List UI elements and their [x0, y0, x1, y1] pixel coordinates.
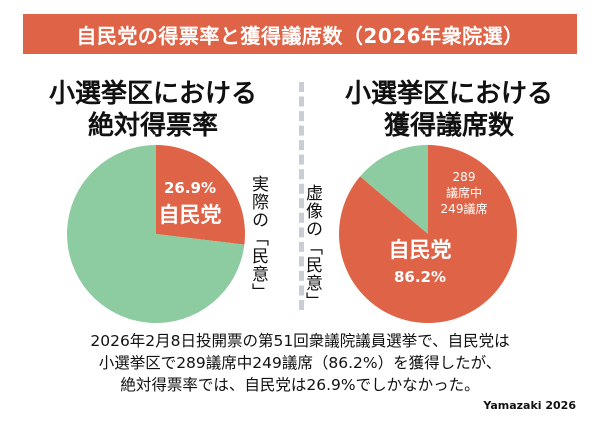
title-banner: 自民党の得票率と獲得議席数（2026年衆院選）: [23, 14, 577, 54]
right-title-line-1: 小選挙区における: [344, 79, 553, 109]
chart-title: 自民党の得票率と獲得議席数（2026年衆院選）: [76, 23, 524, 48]
left-pie-slice-1: [66, 145, 245, 323]
description-line-1: 2026年2月8日投開票の第51回衆議院議員選挙で、自民党は: [90, 332, 510, 350]
description-line-2: 小選挙区で289議席中249議席（86.2%）を獲得したが、: [98, 354, 502, 372]
right-pie-detail-line-2: 議席中: [446, 185, 482, 200]
left-pie-slice-0: [156, 145, 245, 245]
right-title-line-2: 獲得議席数: [383, 111, 514, 141]
left-pie-party-label: 自民党: [159, 203, 222, 227]
left-title-line-2: 絶対得票率: [87, 111, 218, 141]
right-pie-detail-line-3: 249議席: [441, 201, 488, 216]
right-pie-value-label: 86.2%: [394, 268, 446, 286]
right-pie-chart: 289 議席中 249議席 自民党 86.2%: [339, 145, 517, 323]
right-panel-title: 小選挙区における 獲得議席数: [314, 78, 584, 142]
description-line-3: 絶対得票率では、自民党は26.9%でしかなかった。: [120, 376, 480, 394]
right-side-note: 虚像の「民意」: [302, 184, 322, 310]
left-title-line-1: 小選挙区における: [48, 79, 257, 109]
right-pie-party-label: 自民党: [389, 238, 452, 262]
right-pie-detail-line-1: 289: [453, 170, 476, 184]
left-pie-value-label: 26.9%: [164, 179, 216, 197]
left-pie-chart: 26.9% 自民党: [66, 145, 245, 323]
credit: Yamazaki 2026: [483, 399, 576, 412]
left-side-note: 実際の「民意」: [248, 175, 268, 301]
right-pie-slice-1: [360, 145, 428, 234]
description: 2026年2月8日投開票の第51回衆議院議員選挙で、自民党は 小選挙区で289議…: [18, 330, 582, 396]
left-panel-title: 小選挙区における 絶対得票率: [18, 78, 288, 142]
panel-divider: [299, 82, 304, 310]
